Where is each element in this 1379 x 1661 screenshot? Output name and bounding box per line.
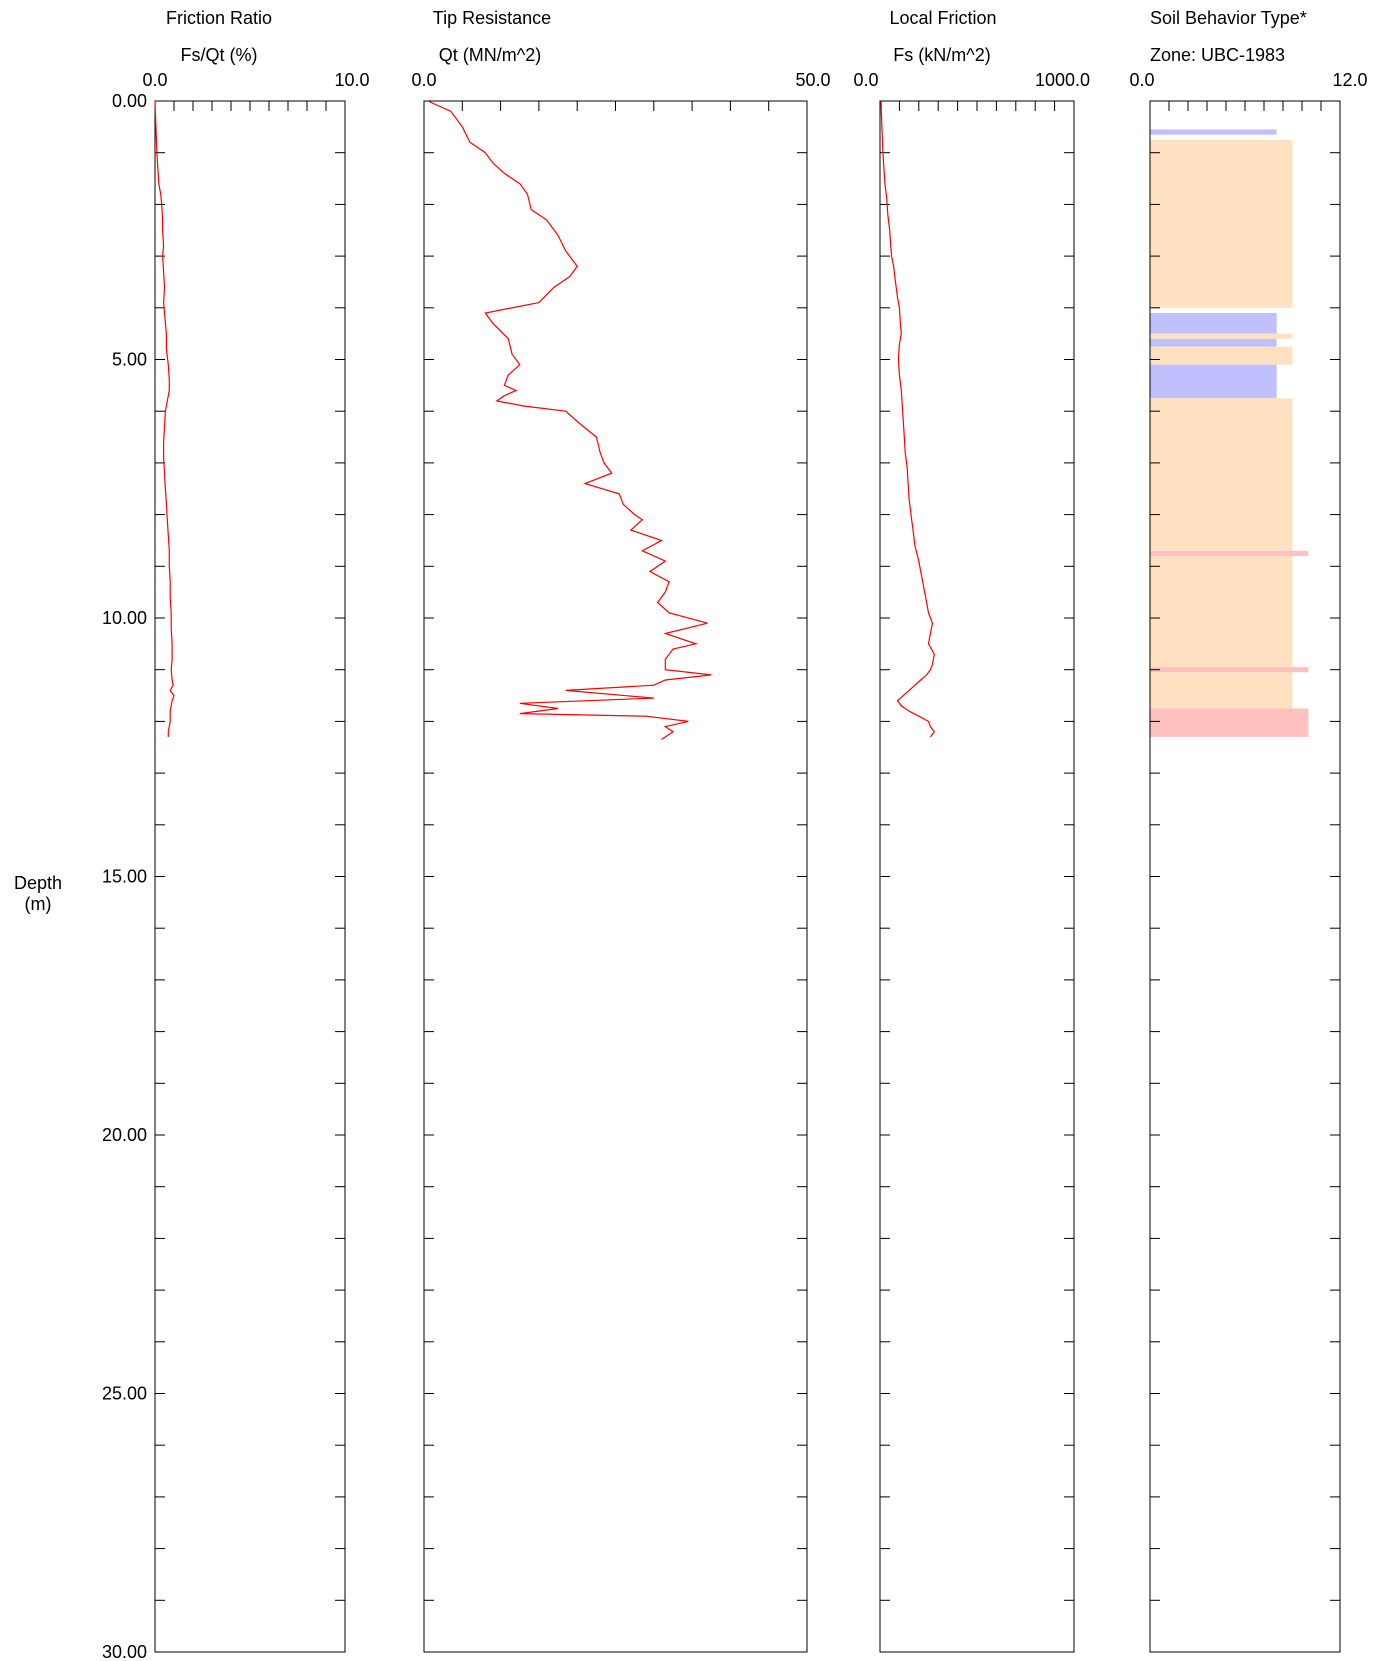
- panel-title: Soil Behavior Type*: [1150, 8, 1307, 28]
- soil-zone-bands: [1150, 129, 1309, 737]
- depth-axis-label: Depth: [14, 873, 62, 893]
- panel-axis-label: Zone: UBC-1983: [1150, 45, 1285, 65]
- soil-zone-band: [1150, 550, 1309, 556]
- x-max-label: 12.0: [1332, 70, 1367, 90]
- panel-title: Local Friction: [889, 8, 996, 28]
- soil-zone-band: [1150, 333, 1293, 339]
- soil-zone-band: [1150, 555, 1293, 668]
- depth-tick-label: 30.00: [102, 1642, 147, 1661]
- soil-zone-band: [1150, 398, 1293, 551]
- x-min-label: 0.0: [853, 70, 878, 90]
- panel-axis-label: Qt (MN/m^2): [439, 45, 541, 65]
- depth-axis: Depth (m) 0.00 5.00 10.00 15.00 20.00 25.00 30…: [14, 91, 147, 1661]
- soil-zone-band: [1150, 338, 1277, 347]
- depth-ticks: [155, 100, 345, 1653]
- panel-tip-resistance: Tip Resistance Qt (MN/m^2) 0.0 50.0: [411, 8, 831, 1653]
- depth-ticks: [424, 100, 807, 1653]
- x-max-label: 1000.0: [1035, 70, 1090, 90]
- panel-axis-label: Fs (kN/m^2): [893, 45, 990, 65]
- depth-tick-labels: 0.00 5.00 10.00 15.00 20.00 25.00 30.00: [102, 91, 147, 1661]
- panel-title: Tip Resistance: [433, 8, 551, 28]
- soil-zone-band: [1150, 667, 1309, 673]
- soil-zone-band: [1150, 364, 1277, 399]
- panel-soil-behavior-type: Soil Behavior Type* Zone: UBC-1983 0.0 1…: [1129, 8, 1368, 1653]
- panel-axis-label: Fs/Qt (%): [181, 45, 258, 65]
- panel-friction-ratio: Friction Ratio Fs/Qt (%) 0.0 10.0: [142, 8, 370, 1653]
- soil-zone-band: [1150, 708, 1309, 737]
- soil-zone-band: [1150, 129, 1277, 135]
- depth-tick-label: 5.00: [112, 350, 147, 370]
- depth-tick-label: 25.00: [102, 1384, 147, 1404]
- panel-title: Friction Ratio: [166, 8, 272, 28]
- x-min-label: 0.0: [142, 70, 167, 90]
- x-max-label: 50.0: [795, 70, 830, 90]
- x-min-label: 0.0: [1129, 70, 1154, 90]
- panel-local-friction: Local Friction Fs (kN/m^2) 0.0 1000.0: [853, 8, 1090, 1653]
- tip-resistance-line: [427, 100, 712, 740]
- x-max-label: 10.0: [334, 70, 369, 90]
- x-min-label: 0.0: [411, 70, 436, 90]
- plot-frame: [423, 100, 808, 1653]
- soil-zone-band: [1150, 672, 1293, 709]
- depth-tick-label: 20.00: [102, 1125, 147, 1145]
- depth-ticks: [1150, 100, 1340, 1653]
- plot-frame: [879, 100, 1075, 1653]
- soil-zone-band: [1150, 139, 1293, 308]
- plot-frame: [154, 100, 346, 1653]
- soil-zone-band: [1150, 312, 1277, 334]
- depth-ticks: [880, 100, 1074, 1653]
- soil-zone-band: [1150, 346, 1293, 365]
- depth-tick-label: 10.00: [102, 608, 147, 628]
- depth-axis-unit: (m): [25, 894, 52, 914]
- local-friction-line: [880, 100, 936, 738]
- depth-tick-label: 0.00: [112, 91, 147, 111]
- friction-ratio-line: [154, 100, 175, 737]
- depth-tick-label: 15.00: [102, 867, 147, 887]
